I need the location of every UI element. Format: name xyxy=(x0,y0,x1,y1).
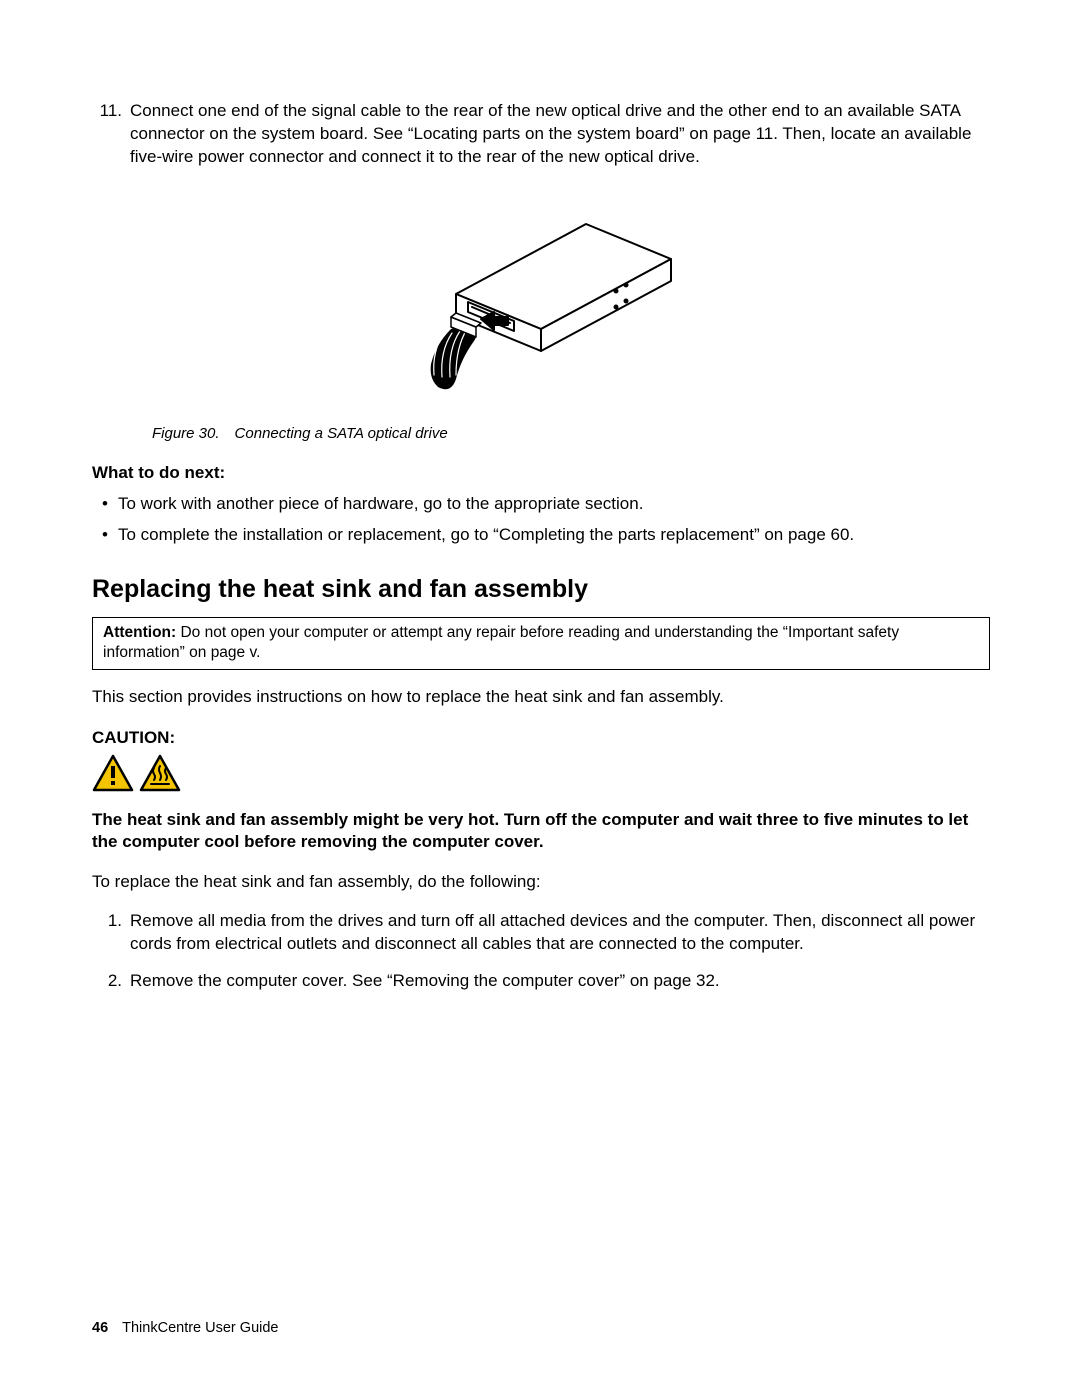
step-number: 11. xyxy=(92,100,130,169)
page-number: 46 xyxy=(92,1320,108,1336)
step-text: Remove all media from the drives and tur… xyxy=(130,910,990,956)
warning-icon xyxy=(92,754,134,792)
list-item: • To complete the installation or replac… xyxy=(92,524,990,547)
figure-caption: Figure 30. Connecting a SATA optical dri… xyxy=(152,424,990,444)
attention-text: Do not open your computer or attempt any… xyxy=(103,624,899,661)
bullet-icon: • xyxy=(92,493,118,516)
attention-box: Attention: Do not open your computer or … xyxy=(92,617,990,670)
attention-label: Attention: xyxy=(103,624,176,641)
what-to-do-next-label: What to do next: xyxy=(92,462,990,485)
caution-text: The heat sink and fan assembly might be … xyxy=(92,809,990,853)
hot-surface-icon xyxy=(139,754,181,792)
figure-30 xyxy=(92,199,990,406)
step-number: 1. xyxy=(92,910,130,956)
section-heading: Replacing the heat sink and fan assembly xyxy=(92,573,990,607)
procedure-step-1: 1. Remove all media from the drives and … xyxy=(92,910,990,956)
optical-drive-illustration xyxy=(396,199,686,399)
procedure-step-2: 2. Remove the computer cover. See “Remov… xyxy=(92,970,990,993)
bullet-icon: • xyxy=(92,524,118,547)
step-text: Remove the computer cover. See “Removing… xyxy=(130,970,990,993)
page-footer: 46 ThinkCentre User Guide xyxy=(92,1319,278,1339)
step-number: 2. xyxy=(92,970,130,993)
caution-icons xyxy=(92,754,990,799)
step-text: Connect one end of the signal cable to t… xyxy=(130,100,990,169)
caution-label: CAUTION: xyxy=(92,727,990,750)
list-item: • To work with another piece of hardware… xyxy=(92,493,990,516)
step-11: 11. Connect one end of the signal cable … xyxy=(92,100,990,169)
book-title: ThinkCentre User Guide xyxy=(122,1320,278,1336)
procedure-intro: To replace the heat sink and fan assembl… xyxy=(92,871,990,894)
figure-caption-text: Connecting a SATA optical drive xyxy=(235,425,448,442)
section-intro: This section provides instructions on ho… xyxy=(92,686,990,709)
list-item-text: To complete the installation or replacem… xyxy=(118,524,854,547)
figure-caption-prefix: Figure 30. xyxy=(152,425,235,442)
list-item-text: To work with another piece of hardware, … xyxy=(118,493,643,516)
what-next-list: • To work with another piece of hardware… xyxy=(92,493,990,547)
